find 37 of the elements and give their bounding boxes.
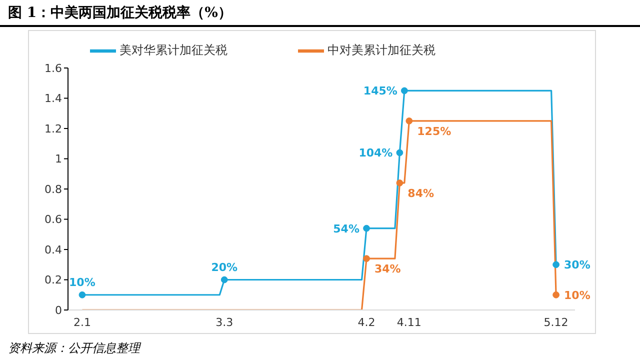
point xyxy=(220,276,228,284)
point xyxy=(552,291,560,298)
point xyxy=(406,117,413,124)
y-tick-label: 0.8 xyxy=(44,182,62,196)
data-label: 20% xyxy=(211,260,238,274)
x-tick-label: 4.11 xyxy=(396,316,422,329)
data-label: 30% xyxy=(564,258,590,272)
y-tick-label: 0.6 xyxy=(44,213,62,226)
y-tick-label: 1 xyxy=(55,152,62,166)
y-tick-label: 0.4 xyxy=(44,243,62,256)
data-label: 104% xyxy=(358,146,393,160)
legend-label: 中对美累计加征关税 xyxy=(328,43,436,58)
data-label: 125% xyxy=(417,124,452,138)
data-label: 10% xyxy=(564,288,590,302)
point xyxy=(363,224,370,232)
data-label: 10% xyxy=(69,276,96,289)
data-label: 54% xyxy=(333,222,360,236)
point xyxy=(396,149,404,156)
point xyxy=(396,180,404,186)
x-tick-label: 4.2 xyxy=(358,316,376,329)
chart-title: 图 1：中美两国加征关税税率（%） xyxy=(8,4,232,22)
x-tick-label: 5.12 xyxy=(544,316,568,329)
data-label: 34% xyxy=(374,262,401,276)
y-tick-label: 1.6 xyxy=(44,62,62,75)
point xyxy=(363,255,370,262)
y-tick-label: 0.2 xyxy=(44,274,62,287)
point xyxy=(400,87,408,94)
text: 资料来源：公开信息整理 xyxy=(8,341,140,355)
x-tick-label: 2.1 xyxy=(73,316,91,329)
y-tick-label: 1.2 xyxy=(44,122,62,136)
x-tick-label: 3.3 xyxy=(216,316,234,329)
legend-label: 美对华累计加征关税 xyxy=(120,43,228,58)
data-label: 84% xyxy=(408,186,434,200)
y-tick-label: 1.4 xyxy=(44,92,62,106)
point xyxy=(552,261,560,268)
data-label: 145% xyxy=(363,84,398,98)
y-tick-label: 0 xyxy=(55,304,62,317)
